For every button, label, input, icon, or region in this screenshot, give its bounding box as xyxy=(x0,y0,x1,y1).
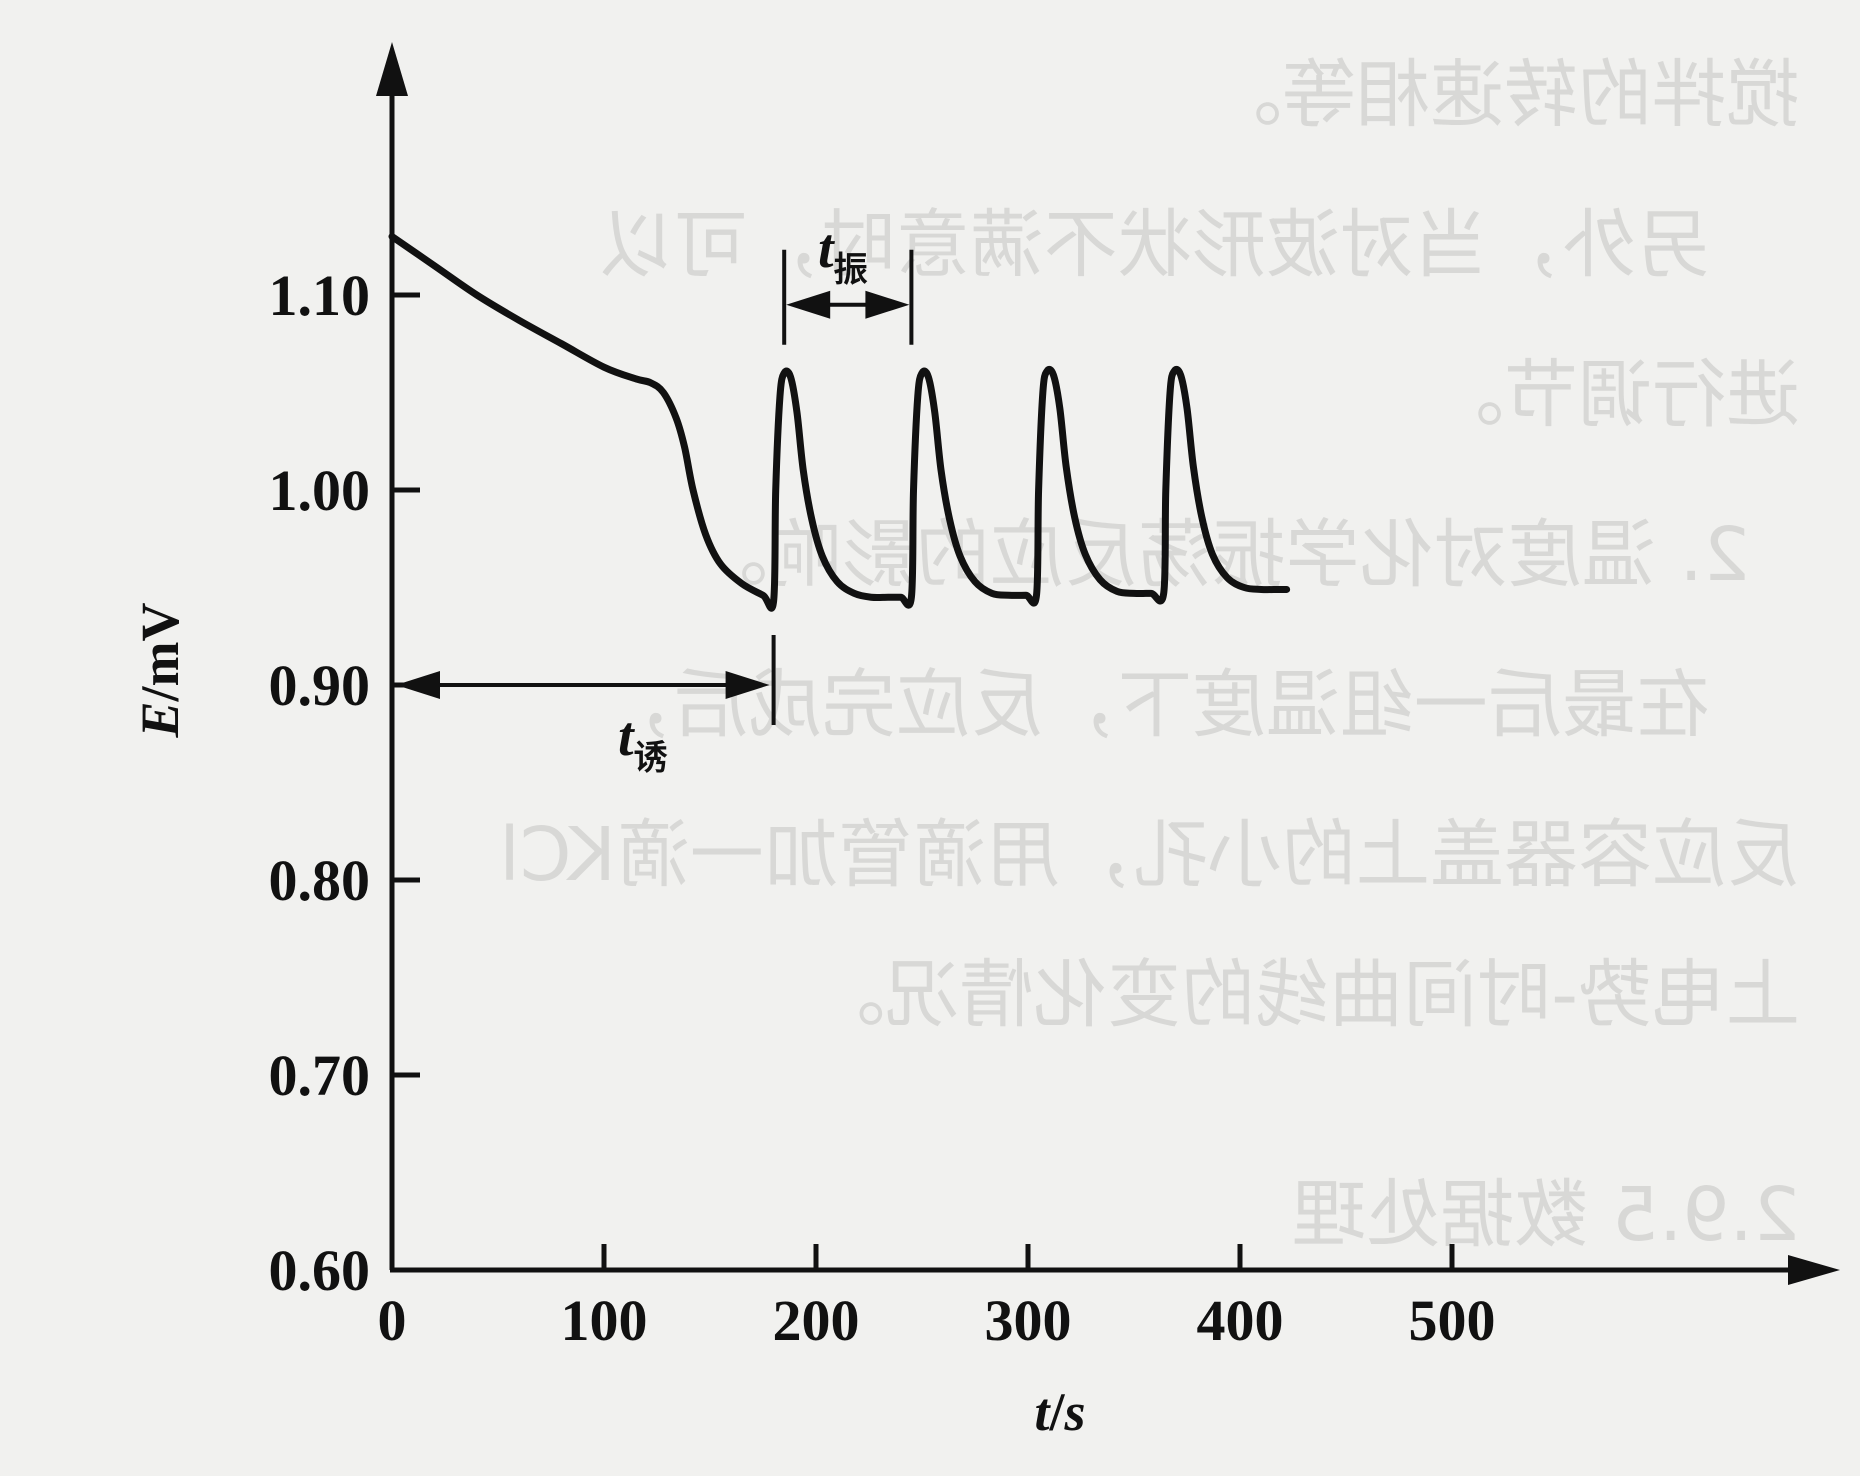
svg-text:E/mV: E/mV xyxy=(130,602,190,738)
x-axis-var: t xyxy=(1034,1382,1051,1442)
bg-line-5: 在最后一组温度下，反应完成后， xyxy=(600,662,1710,748)
x-axis-title: t/s xyxy=(1034,1382,1085,1442)
series-line xyxy=(388,233,1291,612)
y-tick-label: 0.90 xyxy=(269,653,371,718)
x-axis-unit: s xyxy=(1064,1382,1086,1442)
x-axis-arrow xyxy=(1788,1255,1840,1285)
y-tick-label: 0.70 xyxy=(269,1043,371,1108)
induction-label-sub: 诱 xyxy=(634,738,668,778)
y-axis-var: E xyxy=(130,701,190,738)
x-tick-label: 100 xyxy=(561,1288,648,1353)
oscillation-arrow-right xyxy=(865,290,910,319)
annotation-oscillation: t振 xyxy=(782,218,914,345)
induction-label: t诱 xyxy=(618,706,668,778)
bg-line-2: 另外，当对波形状不满意时，可以 xyxy=(600,202,1710,288)
x-ticks: 0 100 200 300 400 500 xyxy=(378,1244,1496,1353)
y-tick-label: 0.80 xyxy=(269,848,371,913)
x-tick-label: 300 xyxy=(985,1288,1072,1353)
y-ticks: 0.60 0.70 0.80 0.90 1.00 1.10 xyxy=(269,263,420,1303)
bg-line-8: 2.9.5 数据处理 xyxy=(1292,1172,1800,1258)
induction-arrow-right xyxy=(725,671,770,699)
y-tick-label: 0.60 xyxy=(269,1238,371,1303)
y-axis-title: E/mV xyxy=(130,602,190,738)
y-tick-label: 1.00 xyxy=(269,458,371,523)
x-tick-label: 400 xyxy=(1197,1288,1284,1353)
x-tick-label: 200 xyxy=(773,1288,860,1353)
induction-arrow-left xyxy=(396,671,440,699)
induction-label-var: t xyxy=(618,706,635,768)
x-tick-label: 500 xyxy=(1409,1288,1496,1353)
y-tick-label: 1.10 xyxy=(269,263,371,328)
oscillation-label: t振 xyxy=(818,218,868,290)
y-axis-unit: mV xyxy=(130,602,190,686)
oscillation-arrow-left xyxy=(786,290,831,319)
y-axis-arrow xyxy=(376,42,408,96)
x-tick-label: 0 xyxy=(378,1288,407,1353)
background-text: 搅拌的转速相等。 另外，当对波形状不满意时，可以 进行调节。 2. 温度对化学振… xyxy=(499,52,1800,1258)
bg-line-7: 上电势-时间曲线的变化情况。 xyxy=(811,952,1800,1038)
y-axis-slash: / xyxy=(130,685,190,702)
bg-line-6: 反应容器盖上的小孔，用滴管加一滴KCl xyxy=(499,812,1800,898)
x-axis-slash: / xyxy=(1048,1382,1065,1442)
bg-line-1: 搅拌的转速相等。 xyxy=(1208,52,1800,138)
bg-line-4: 2. 温度对化学振荡反应的影响。 xyxy=(694,512,1750,598)
oscillation-label-sub: 振 xyxy=(834,250,868,290)
bg-line-3: 进行调节。 xyxy=(1430,352,1800,438)
annotation-induction: t诱 xyxy=(396,635,776,778)
oscillation-label-var: t xyxy=(818,218,835,280)
